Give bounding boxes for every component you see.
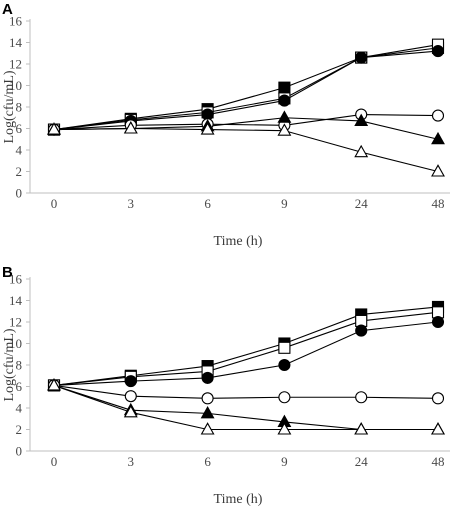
y-tick-label: 2	[16, 164, 23, 179]
x-tick-label: 6	[204, 454, 211, 469]
data-point-open-triangle	[354, 144, 369, 158]
y-tick-label: 12	[9, 57, 22, 72]
panel-label: A	[2, 1, 13, 18]
x-tick-label: 24	[355, 454, 369, 469]
y-axis-title: Log(cfu/mL)	[2, 328, 17, 401]
y-tick-label: 16	[9, 272, 23, 287]
data-point-open-circle	[431, 109, 445, 122]
data-point-open-circle	[201, 392, 214, 405]
data-point-filled-triangle	[200, 406, 215, 419]
y-tick-label: 10	[9, 78, 22, 93]
data-point-filled-circle	[201, 371, 214, 384]
data-point-filled-circle	[431, 45, 445, 58]
y-tick-label: 10	[9, 336, 22, 351]
x-tick-label: 0	[51, 196, 58, 211]
series-line-filled-square	[53, 47, 439, 131]
y-tick-label: 12	[9, 315, 22, 330]
data-point-open-circle	[431, 392, 445, 405]
y-tick-label: 4	[16, 143, 23, 158]
y-tick-label: 0	[16, 444, 23, 459]
data-point-filled-circle	[431, 315, 445, 329]
series-line-filled-square	[53, 306, 439, 386]
data-point-open-square	[278, 341, 291, 354]
data-point-open-triangle	[431, 164, 445, 177]
series-line-open-circle	[53, 384, 439, 399]
x-tick-label: 9	[281, 454, 288, 469]
data-point-open-circle	[355, 391, 368, 404]
data-point-open-triangle	[47, 122, 61, 135]
y-tick-label: 14	[9, 35, 23, 50]
x-tick-label: 24	[355, 196, 369, 211]
y-tick-label: 16	[9, 14, 23, 29]
data-point-open-triangle	[431, 422, 445, 435]
x-axis-title: Time (h)	[214, 492, 263, 507]
y-tick-label: 0	[16, 186, 23, 201]
series-line-filled-circle	[53, 50, 439, 131]
y-tick-label: 14	[9, 293, 23, 308]
y-tick-label: 4	[16, 401, 23, 416]
data-point-open-triangle	[123, 404, 138, 418]
data-point-filled-circle	[278, 358, 291, 372]
data-point-open-triangle	[354, 422, 369, 435]
series-line-filled-triangle	[53, 384, 438, 431]
series-line-open-square	[53, 44, 439, 131]
data-point-filled-square	[278, 81, 291, 94]
x-tick-label: 48	[432, 196, 445, 211]
series-line-open-circle	[53, 113, 439, 131]
data-point-open-triangle	[277, 123, 292, 136]
x-tick-label: 6	[204, 196, 211, 211]
data-point-open-triangle	[123, 121, 138, 134]
data-point-filled-triangle	[431, 131, 445, 145]
data-point-open-triangle	[200, 122, 215, 135]
y-tick-label: 8	[16, 358, 23, 373]
series-line-open-triangle	[53, 127, 439, 173]
data-point-open-triangle	[277, 422, 292, 435]
data-point-filled-circle	[278, 94, 291, 107]
y-axis-title: Log(cfu/mL)	[2, 70, 17, 143]
data-point-filled-circle	[355, 51, 368, 64]
x-tick-label: 3	[128, 196, 135, 211]
data-point-filled-circle	[355, 324, 368, 337]
y-tick-label: 2	[16, 422, 23, 437]
data-point-open-circle	[124, 390, 137, 403]
data-point-open-triangle	[47, 378, 61, 391]
series-line-open-square	[53, 311, 439, 386]
x-tick-label: 9	[281, 196, 288, 211]
y-tick-label: 8	[16, 100, 23, 115]
data-point-open-circle	[278, 391, 291, 404]
y-tick-label: 6	[16, 121, 23, 136]
data-point-filled-circle	[124, 375, 137, 388]
data-point-filled-triangle	[277, 110, 292, 123]
panel-label: B	[2, 264, 13, 281]
x-tick-label: 0	[51, 454, 58, 469]
series-line-open-triangle	[53, 384, 438, 431]
data-point-open-triangle	[200, 422, 215, 435]
data-point-filled-triangle	[354, 113, 369, 127]
x-tick-label: 48	[432, 454, 445, 469]
x-axis-title: Time (h)	[214, 234, 263, 249]
x-tick-label: 3	[128, 454, 135, 469]
y-tick-label: 6	[16, 379, 23, 394]
series-line-filled-circle	[53, 321, 439, 386]
